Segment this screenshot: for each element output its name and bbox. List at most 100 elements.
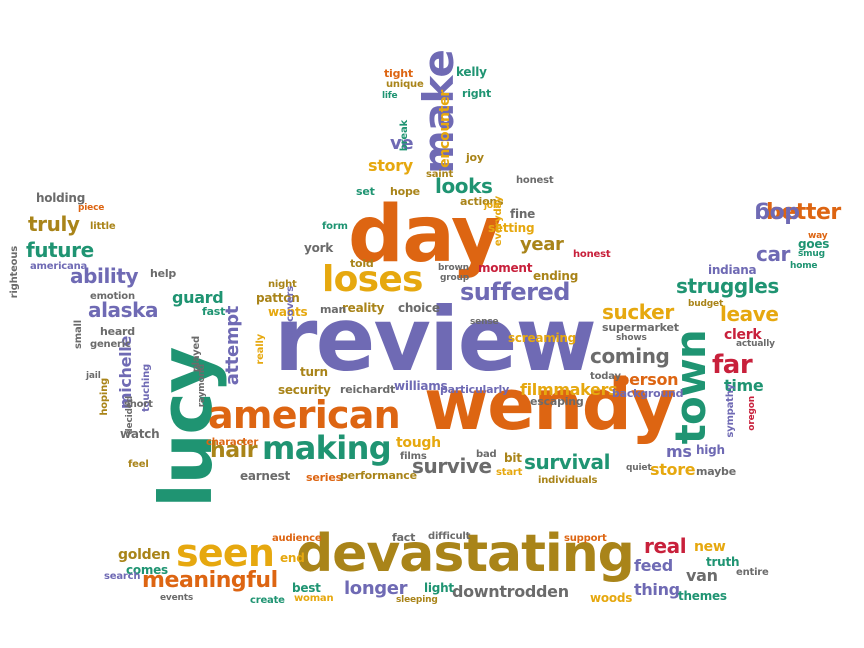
word-setting: setting: [488, 221, 535, 235]
word-individuals: individuals: [538, 475, 598, 486]
word-sucker: sucker: [602, 300, 674, 324]
word-turn: turn: [300, 365, 328, 379]
word-high: high: [696, 443, 725, 457]
word-looks: looks: [435, 174, 493, 198]
word-review: review: [274, 288, 597, 391]
word-tough: tough: [396, 435, 441, 451]
word-set: set: [356, 185, 375, 198]
word-survive: survive: [412, 454, 492, 478]
word-hair: hair: [210, 438, 258, 463]
word-job: job: [484, 201, 500, 211]
word-ve: ve: [390, 133, 414, 154]
word-feed: feed: [634, 556, 673, 575]
word-told: told: [350, 257, 374, 270]
word-films: films: [400, 451, 427, 462]
word-comes: comes: [126, 563, 168, 577]
word-truth: truth: [706, 555, 740, 569]
word-sleeping: sleeping: [396, 595, 438, 605]
word-new: new: [694, 539, 726, 555]
word-life: life: [382, 91, 398, 101]
word-really: really: [255, 334, 266, 365]
word-best: best: [292, 581, 321, 595]
word-home: home: [790, 261, 818, 271]
word-holding: holding: [36, 191, 86, 205]
word-loses: loses: [322, 259, 423, 300]
word-earnest: earnest: [240, 469, 291, 483]
word-golden: golden: [118, 547, 171, 563]
word-future: future: [26, 238, 94, 262]
word-security: security: [278, 383, 331, 397]
word-clerk: clerk: [724, 327, 762, 343]
word-character: character: [206, 437, 259, 448]
word-patton: patton: [256, 291, 300, 305]
word-fact: fact: [392, 531, 416, 544]
word-night: night: [268, 279, 297, 290]
word-create: create: [250, 595, 285, 606]
word-light: light: [424, 581, 454, 595]
word-events: events: [160, 593, 194, 603]
word-year: year: [520, 234, 564, 255]
word-joy: joy: [466, 151, 484, 164]
word-group: group: [440, 273, 470, 283]
word-day: day: [348, 190, 502, 280]
word-guard: guard: [172, 288, 224, 307]
word-dog: dog: [754, 201, 800, 226]
word-feel: feel: [128, 459, 149, 470]
word-performance: performance: [340, 469, 417, 482]
word-unique: unique: [386, 79, 424, 90]
word-difficult: difficult: [428, 531, 471, 542]
word-williams: williams: [394, 379, 448, 393]
word-encounter: encounter: [437, 90, 453, 168]
word-oregon: oregon: [747, 396, 757, 431]
word-coming: coming: [590, 344, 670, 368]
word-meaningful: meaningful: [142, 568, 278, 593]
word-woods: woods: [590, 591, 633, 605]
word-filmmakers: filmmakers: [520, 380, 618, 399]
word-smug: smug: [798, 249, 825, 259]
word-discovers: discovers: [285, 286, 296, 338]
word-survival: survival: [524, 450, 611, 474]
word-american: american: [208, 393, 401, 437]
word-tight: tight: [384, 67, 413, 80]
word-heard: heard: [100, 325, 135, 338]
word-reichardt: reichardt: [340, 383, 396, 396]
word-piece: piece: [78, 203, 105, 213]
word-making: making: [262, 429, 392, 467]
word-break: break: [399, 120, 410, 152]
word-wants: wants: [268, 305, 308, 319]
word-today: today: [590, 371, 621, 382]
word-righteous: righteous: [9, 246, 20, 299]
word-screaming: screaming: [508, 331, 577, 345]
word-leave: leave: [720, 302, 779, 326]
word-brown: brown: [438, 263, 469, 273]
word-woman: woman: [294, 593, 334, 604]
word-themes: themes: [678, 589, 727, 603]
word-quiet: quiet: [626, 463, 652, 473]
word-goes: goes: [798, 237, 830, 251]
word-generic: generic: [90, 339, 131, 350]
word-seen: seen: [176, 531, 275, 575]
word-hoping: hoping: [99, 378, 110, 416]
word-far: far: [712, 350, 753, 380]
word-bad: bad: [476, 449, 497, 460]
word-saint: saint: [426, 169, 454, 180]
word-bit: bit: [504, 451, 522, 465]
word-alaska: alaska: [88, 298, 159, 322]
word-fine: fine: [510, 207, 536, 221]
word-raymond: raymond: [197, 364, 207, 408]
word-sense: sense: [470, 317, 499, 327]
word-small: small: [73, 320, 84, 349]
word-actually: actually: [736, 339, 775, 349]
word-escaping: escaping: [530, 395, 584, 408]
word-indiana: indiana: [708, 263, 757, 277]
word-background: background: [612, 387, 684, 400]
word-ability: ability: [70, 264, 139, 288]
word-better: better: [766, 200, 841, 225]
word-support: support: [564, 533, 607, 544]
word-time: time: [724, 376, 764, 395]
word-ms: ms: [666, 442, 692, 461]
word-little: little: [90, 221, 116, 232]
word-emotion: emotion: [90, 291, 135, 302]
word-watch: watch: [120, 427, 160, 441]
